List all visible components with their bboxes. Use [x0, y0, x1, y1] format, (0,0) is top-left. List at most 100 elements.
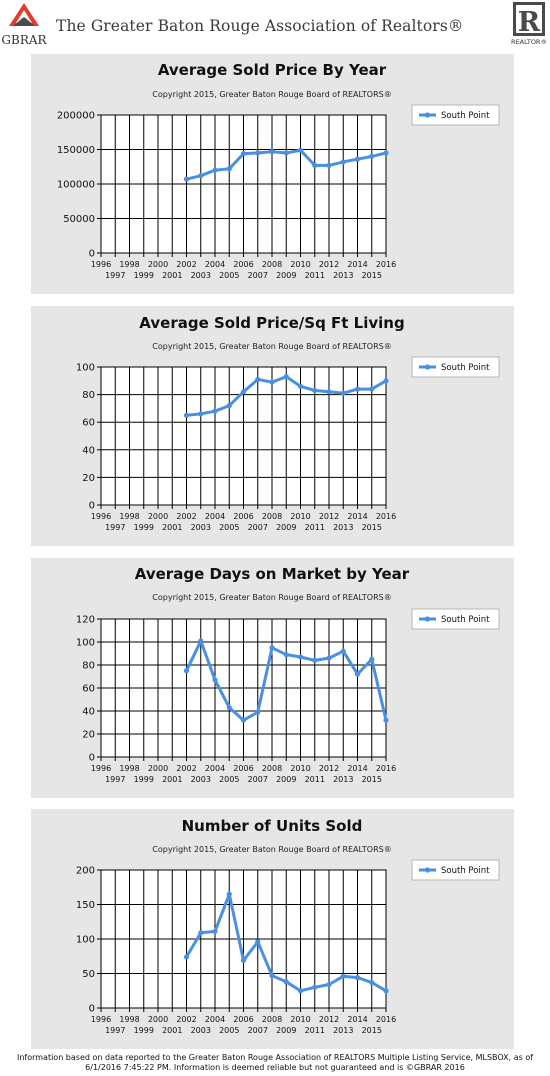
data-point: [226, 704, 232, 711]
x-tick-label: 2003: [191, 523, 211, 532]
chart-subtitle: Copyright 2015, Greater Baton Rouge Boar…: [152, 90, 391, 99]
data-point: [312, 984, 318, 990]
realtor-logo-text: REALTOR®: [511, 38, 547, 46]
chart-subtitle: Copyright 2015, Greater Baton Rouge Boar…: [152, 845, 391, 854]
data-point: [283, 374, 289, 380]
disclaimer-line-2: 6/1/2016 7:45:22 PM. Information is deem…: [85, 1063, 465, 1072]
chart-title: Number of Units Sold: [182, 817, 363, 835]
svg-text:R: R: [518, 7, 541, 38]
chart-subtitle: Copyright 2015, Greater Baton Rouge Boar…: [152, 342, 391, 351]
x-tick-label: 1998: [119, 512, 139, 521]
x-tick-label: 1998: [119, 1015, 139, 1024]
chart-panel-days-on-market: Average Days on Market by Year Copyright…: [31, 558, 514, 798]
y-tick-label: 40: [82, 445, 95, 456]
data-point: [183, 668, 190, 674]
x-tick-label: 1999: [134, 271, 154, 280]
x-tick-label: 1996: [91, 1015, 111, 1024]
data-point: [340, 390, 346, 396]
x-tick-label: 2010: [290, 260, 310, 269]
y-tick-label: 100: [76, 363, 95, 374]
disclaimer-footer: Information based on data reported to th…: [0, 1053, 550, 1073]
realtor-logo-icon: R REALTOR®: [511, 2, 547, 46]
x-tick-label: 2001: [162, 523, 182, 532]
x-tick-label: 2011: [305, 271, 325, 280]
x-tick-label: 2015: [362, 523, 382, 532]
data-point: [283, 979, 289, 985]
x-tick-label: 2010: [290, 512, 310, 521]
data-point: [383, 717, 389, 723]
chart-svg: Average Sold Price By Year Copyright 201…: [57, 61, 500, 280]
x-tick-label: 2007: [248, 775, 268, 784]
x-tick-label: 2008: [262, 1015, 282, 1024]
chart-subtitle: Copyright 2015, Greater Baton Rouge Boar…: [152, 593, 391, 602]
x-tick-label: 2014: [347, 512, 367, 521]
x-tick-label: 2008: [262, 764, 282, 773]
legend-swatch-marker: [424, 112, 431, 118]
x-tick-label: 2007: [248, 271, 268, 280]
gbrar-logo-text: GBRAR: [1, 33, 47, 47]
legend-label: South Point: [441, 363, 490, 373]
x-tick-label: 2008: [262, 512, 282, 521]
legend-box: [411, 608, 500, 630]
chart-panel-price-per-sqft: Average Sold Price/Sq Ft Living Copyrigh…: [31, 306, 514, 546]
x-tick-label: 2001: [162, 1026, 182, 1035]
data-point: [383, 150, 389, 156]
data-point: [255, 150, 261, 156]
x-tick-label: 2009: [276, 523, 296, 532]
chart-panel-avg-sold-price: Average Sold Price By Year Copyright 201…: [31, 54, 514, 294]
x-tick-label: 2016: [376, 512, 396, 521]
data-point: [226, 403, 232, 409]
data-point: [255, 939, 261, 945]
x-tick-label: 1997: [105, 1026, 125, 1035]
data-point: [297, 988, 304, 994]
x-tick-label: 2002: [176, 764, 196, 773]
x-tick-label: 2012: [319, 764, 339, 773]
x-tick-label: 2005: [219, 271, 239, 280]
legend-label: South Point: [441, 866, 490, 876]
data-point: [212, 677, 218, 683]
x-tick-label: 2004: [205, 764, 225, 773]
data-point: [354, 975, 361, 981]
data-point: [212, 408, 218, 414]
x-tick-label: 2014: [347, 1015, 367, 1024]
x-tick-label: 2014: [347, 260, 367, 269]
data-point: [198, 173, 204, 179]
x-tick-label: 1997: [105, 523, 125, 532]
chart-title: Average Sold Price By Year: [158, 61, 387, 79]
x-tick-label: 2009: [276, 775, 296, 784]
y-tick-label: 0: [89, 1004, 95, 1015]
legend-box: [411, 859, 500, 881]
x-tick-label: 2015: [362, 271, 382, 280]
x-tick-label: 2000: [148, 512, 168, 521]
x-tick-label: 2014: [347, 764, 367, 773]
data-point: [369, 979, 375, 986]
data-point: [369, 386, 375, 392]
x-tick-label: 2005: [219, 1026, 239, 1035]
x-tick-label: 2012: [319, 1015, 339, 1024]
data-point: [212, 167, 218, 173]
x-tick-label: 2013: [333, 775, 353, 784]
x-tick-label: 2002: [176, 260, 196, 269]
y-tick-label: 60: [82, 418, 95, 429]
data-point: [183, 176, 190, 182]
page-title: The Greater Baton Rouge Association of R…: [56, 17, 464, 35]
x-tick-label: 2013: [333, 523, 353, 532]
y-tick-label: 40: [82, 707, 95, 718]
y-tick-label: 50: [82, 969, 95, 980]
x-tick-label: 2000: [148, 260, 168, 269]
y-tick-label: 150000: [57, 145, 95, 156]
y-tick-label: 50000: [63, 214, 95, 225]
x-tick-label: 1999: [134, 523, 154, 532]
chart-svg: Number of Units Sold Copyright 2015, Gre…: [76, 817, 500, 1035]
y-tick-label: 120: [76, 615, 95, 626]
data-point: [383, 378, 389, 384]
x-tick-label: 1996: [91, 512, 111, 521]
data-point: [326, 162, 332, 168]
x-tick-label: 2009: [276, 271, 296, 280]
data-point: [326, 389, 332, 395]
y-tick-label: 200000: [57, 111, 95, 122]
y-tick-label: 20: [82, 730, 95, 741]
data-point: [240, 957, 247, 963]
data-point: [369, 153, 375, 159]
y-tick-label: 0: [89, 753, 95, 764]
